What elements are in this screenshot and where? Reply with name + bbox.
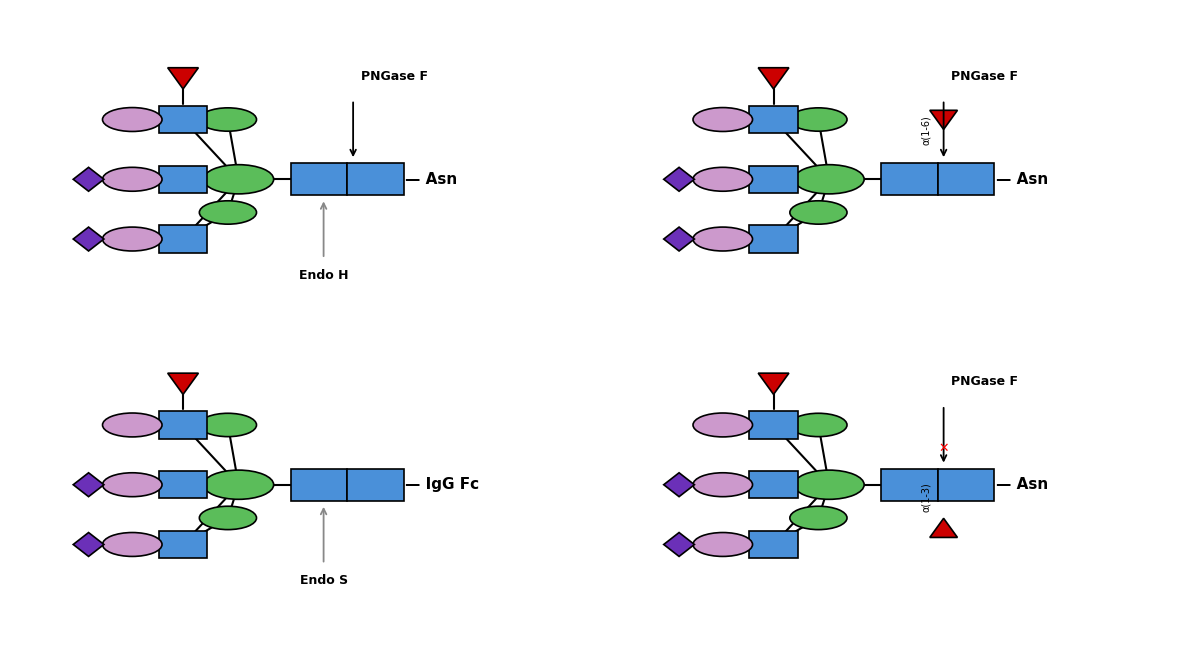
Bar <box>159 412 207 438</box>
Bar <box>938 469 994 501</box>
Bar <box>347 163 404 195</box>
Ellipse shape <box>693 167 752 191</box>
Polygon shape <box>73 473 104 497</box>
Bar <box>291 469 347 501</box>
Polygon shape <box>929 110 958 129</box>
Polygon shape <box>664 533 694 556</box>
Polygon shape <box>73 227 104 251</box>
Polygon shape <box>758 373 789 394</box>
Text: ✕: ✕ <box>939 442 948 456</box>
Polygon shape <box>664 167 694 191</box>
Bar <box>159 166 207 193</box>
Ellipse shape <box>693 413 752 437</box>
Polygon shape <box>929 519 958 537</box>
Ellipse shape <box>103 413 162 437</box>
Ellipse shape <box>200 201 256 224</box>
Bar <box>291 163 347 195</box>
Ellipse shape <box>790 108 847 131</box>
Text: PNGase F: PNGase F <box>952 375 1018 388</box>
Ellipse shape <box>693 227 752 251</box>
Ellipse shape <box>790 201 847 224</box>
Text: Endo H: Endo H <box>299 269 348 282</box>
Ellipse shape <box>203 470 274 499</box>
Bar <box>750 412 797 438</box>
Text: Endo S: Endo S <box>300 574 347 588</box>
Ellipse shape <box>103 167 162 191</box>
Bar <box>750 226 797 252</box>
Bar <box>159 226 207 252</box>
Bar <box>881 469 938 501</box>
Ellipse shape <box>790 413 847 437</box>
Bar <box>881 163 938 195</box>
Bar <box>750 166 797 193</box>
Text: PNGase F: PNGase F <box>361 70 428 83</box>
Ellipse shape <box>200 108 256 131</box>
Bar <box>159 106 207 133</box>
Bar <box>750 531 797 558</box>
Bar <box>159 531 207 558</box>
Ellipse shape <box>200 506 256 530</box>
Bar <box>750 471 797 498</box>
Text: α(1-6): α(1-6) <box>921 115 931 145</box>
Bar <box>347 469 404 501</box>
Text: — IgG Fc: — IgG Fc <box>405 477 479 492</box>
Ellipse shape <box>790 506 847 530</box>
Polygon shape <box>664 227 694 251</box>
Polygon shape <box>758 68 789 89</box>
Ellipse shape <box>103 473 162 497</box>
Ellipse shape <box>693 533 752 556</box>
Bar <box>750 106 797 133</box>
Ellipse shape <box>103 227 162 251</box>
Polygon shape <box>73 533 104 556</box>
Text: — Asn: — Asn <box>996 477 1048 492</box>
Ellipse shape <box>693 108 752 131</box>
Text: — Asn: — Asn <box>996 172 1048 187</box>
Polygon shape <box>664 473 694 497</box>
Ellipse shape <box>200 413 256 437</box>
Bar <box>159 471 207 498</box>
Ellipse shape <box>794 470 864 499</box>
Text: — Asn: — Asn <box>405 172 457 187</box>
Polygon shape <box>168 373 198 394</box>
Text: α(1-3): α(1-3) <box>921 482 931 511</box>
Text: PNGase F: PNGase F <box>952 70 1018 83</box>
Polygon shape <box>168 68 198 89</box>
Ellipse shape <box>203 165 274 194</box>
Ellipse shape <box>103 108 162 131</box>
Bar <box>938 163 994 195</box>
Polygon shape <box>73 167 104 191</box>
Ellipse shape <box>103 533 162 556</box>
Ellipse shape <box>794 165 864 194</box>
Ellipse shape <box>693 473 752 497</box>
